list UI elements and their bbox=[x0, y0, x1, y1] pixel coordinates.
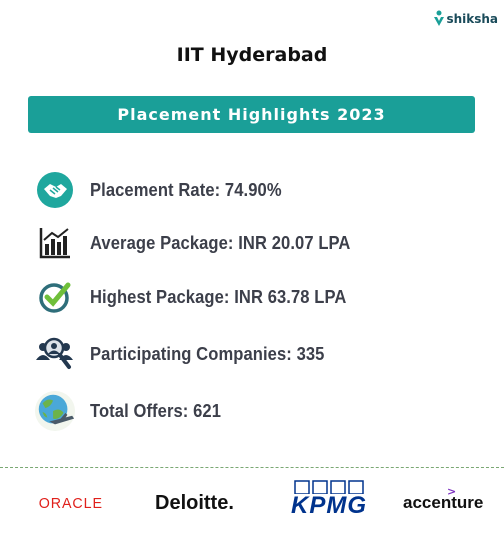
shiksha-logo-mark bbox=[434, 10, 445, 28]
banner-label: Placement Highlights 2023 bbox=[117, 105, 386, 124]
stat-label: Participating Companies: 335 bbox=[90, 343, 325, 364]
people-search-icon bbox=[34, 333, 76, 375]
stat-label: Highest Package: INR 63.78 LPA bbox=[90, 286, 347, 307]
kpmg-boxes-icon bbox=[294, 480, 364, 494]
shiksha-logo: shiksha bbox=[434, 10, 498, 28]
handshake-icon bbox=[34, 169, 76, 211]
stat-label: Total Offers: 621 bbox=[90, 400, 222, 421]
stat-highest-package: Highest Package: INR 63.78 LPA bbox=[34, 276, 369, 318]
stat-total-offers: Total Offers: 621 bbox=[34, 390, 232, 432]
accenture-arrow-icon: > bbox=[447, 485, 457, 498]
stat-label: Placement Rate: 74.90% bbox=[90, 179, 282, 200]
globe-plane-icon bbox=[34, 390, 76, 432]
stat-average-package: Average Package: INR 20.07 LPA bbox=[34, 222, 373, 264]
oracle-logo: ORACLE bbox=[38, 494, 103, 512]
checkmark-icon bbox=[34, 276, 76, 318]
brand-name: shiksha bbox=[446, 12, 498, 26]
highlights-banner: Placement Highlights 2023 bbox=[28, 96, 475, 133]
bar-chart-icon bbox=[34, 222, 76, 264]
deloitte-logo: Deloitte. bbox=[155, 491, 234, 514]
section-divider bbox=[0, 467, 504, 468]
stat-placement-rate: Placement Rate: 74.90% bbox=[34, 169, 298, 211]
page-title: IIT Hyderabad bbox=[176, 44, 328, 66]
kpmg-logo: KPMG bbox=[291, 480, 371, 520]
accenture-logo: > accenture bbox=[403, 485, 484, 512]
stat-participating-companies: Participating Companies: 335 bbox=[34, 333, 345, 375]
stat-label: Average Package: INR 20.07 LPA bbox=[90, 232, 351, 253]
